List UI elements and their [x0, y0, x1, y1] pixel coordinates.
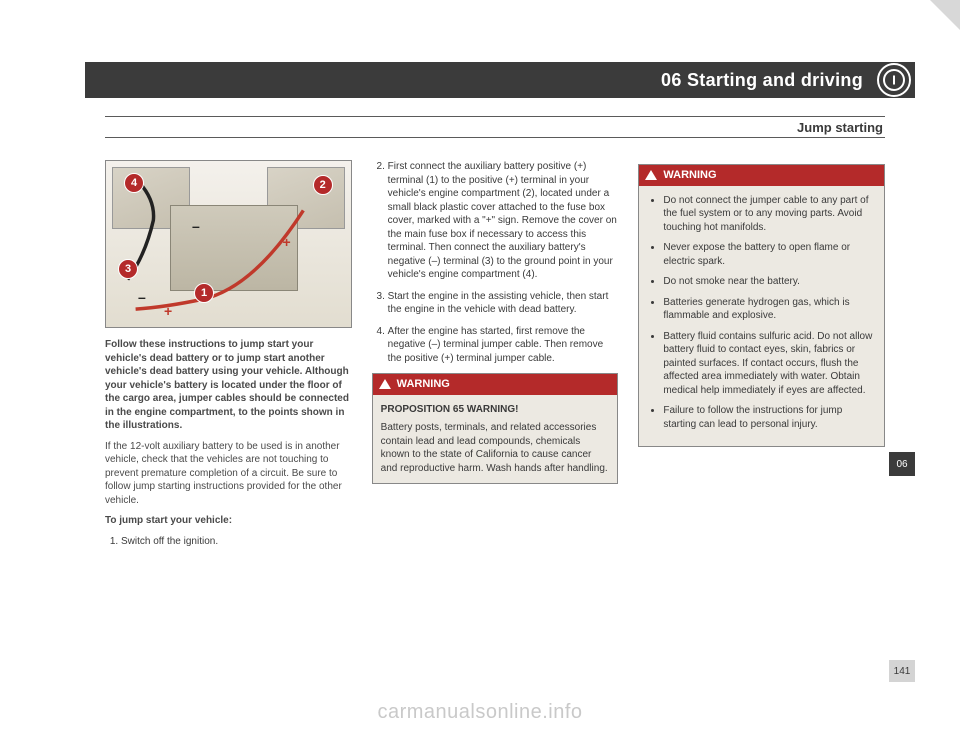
footer-watermark: carmanualsonline.info [0, 701, 960, 724]
column-3: WARNING Do not connect the jumper cable … [638, 160, 885, 652]
section-subtitle: Jump starting [797, 120, 885, 135]
chapter-header: 06 Starting and driving [85, 62, 915, 98]
warning-bullet: Do not smoke near the battery. [663, 275, 876, 289]
col1-paragraph-2: If the 12-volt auxiliary battery to be u… [105, 440, 352, 508]
warning-bullet: Never expose the battery to open flame o… [663, 241, 876, 268]
step-1: Switch off the ignition. [121, 535, 352, 549]
step-2: First connect the auxiliary battery posi… [388, 160, 619, 282]
side-tab-active: 06 [889, 452, 915, 476]
warning-2-title: WARNING [663, 168, 716, 183]
diagram-engine-block [170, 205, 298, 291]
plus-symbol-2: + [282, 233, 290, 252]
warning-1-subtitle: PROPOSITION 65 WARNING! [381, 403, 610, 417]
chapter-name: Starting and driving [687, 70, 863, 90]
plus-symbol: + [164, 302, 172, 321]
column-1: + – + – 1 2 3 4 Follow these instruction… [105, 160, 352, 652]
diagram-marker-1: 1 [194, 283, 214, 303]
warning-2-bullets: Do not connect the jumper cable to any p… [647, 194, 876, 432]
content-columns: + – + – 1 2 3 4 Follow these instruction… [105, 160, 885, 652]
chapter-title: 06 Starting and driving [85, 70, 877, 91]
page-number: 141 [889, 660, 915, 682]
steering-wheel-icon [877, 63, 911, 97]
corner-notch [930, 0, 960, 30]
warning-1-title: WARNING [397, 377, 450, 392]
warning-bullet: Failure to follow the instructions for j… [663, 404, 876, 431]
diagram-marker-2: 2 [313, 175, 333, 195]
warning-box-2: WARNING Do not connect the jumper cable … [638, 164, 885, 447]
minus-symbol: – [138, 288, 146, 307]
warning-1-header: WARNING [373, 374, 618, 395]
warning-bullet: Battery fluid contains sulfuric acid. Do… [663, 330, 876, 398]
warning-1-body: PROPOSITION 65 WARNING! Battery posts, t… [373, 395, 618, 484]
warning-box-1: WARNING PROPOSITION 65 WARNING! Battery … [372, 373, 619, 484]
col1-paragraph-1: Follow these instructions to jump start … [105, 338, 352, 433]
warning-2-body: Do not connect the jumper cable to any p… [639, 186, 884, 447]
section-subtitle-row: Jump starting [105, 116, 885, 138]
page: 06 Starting and driving Jump starting + … [0, 0, 960, 742]
warning-2-header: WARNING [639, 165, 884, 186]
minus-symbol-2: – [192, 217, 200, 236]
column-2: First connect the auxiliary battery posi… [372, 160, 619, 652]
steps-list-col2: First connect the auxiliary battery posi… [372, 160, 619, 365]
warning-triangle-icon [645, 170, 657, 180]
warning-triangle-icon [379, 379, 391, 389]
step-4: After the engine has started, first remo… [388, 325, 619, 366]
warning-bullet: Do not connect the jumper cable to any p… [663, 194, 876, 235]
warning-bullet: Batteries generate hydrogen gas, which i… [663, 296, 876, 323]
chapter-number: 06 [661, 70, 682, 90]
diagram-marker-4: 4 [124, 173, 144, 193]
steps-list-col1: Switch off the ignition. [105, 535, 352, 549]
jumpstart-diagram: + – + – 1 2 3 4 [105, 160, 352, 328]
step-3: Start the engine in the assisting vehicl… [388, 290, 619, 317]
col1-paragraph-3: To jump start your vehicle: [105, 514, 352, 528]
warning-1-text: Battery posts, terminals, and related ac… [381, 421, 610, 475]
diagram-marker-3: 3 [118, 259, 138, 279]
